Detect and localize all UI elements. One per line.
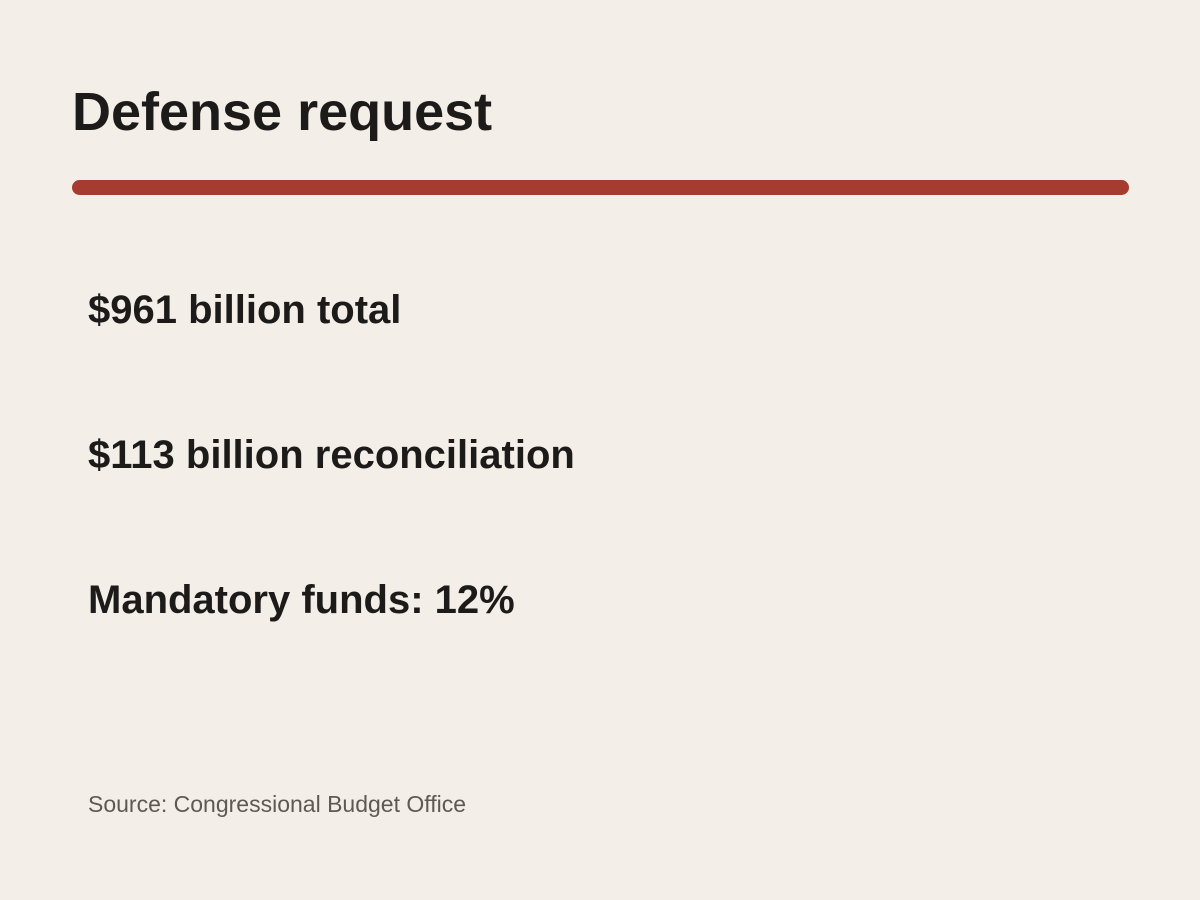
- stat-mandatory-funds: Mandatory funds: 12%: [88, 578, 515, 622]
- page-title: Defense request: [72, 82, 493, 142]
- accent-divider: [72, 180, 1129, 195]
- stat-reconciliation: $113 billion reconciliation: [88, 433, 575, 477]
- stat-total: $961 billion total: [88, 288, 402, 332]
- source-note: Source: Congressional Budget Office: [88, 791, 467, 817]
